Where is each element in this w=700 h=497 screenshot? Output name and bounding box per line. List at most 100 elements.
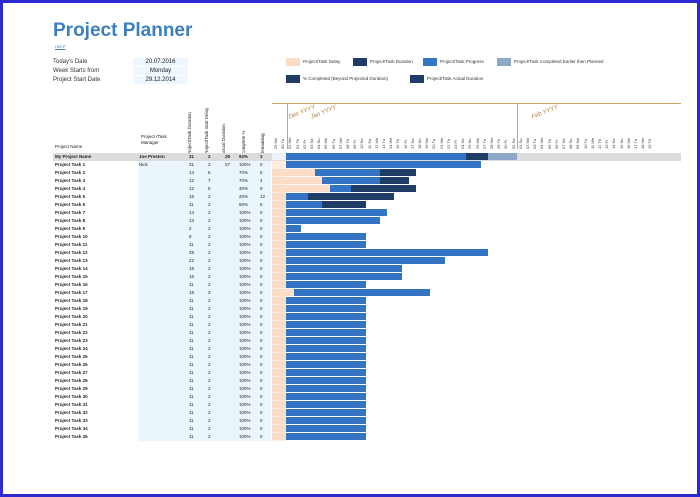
table-row[interactable]: Project Task 31 11 2 100% 0	[53, 401, 681, 409]
progress-bar	[286, 209, 388, 216]
task-name: Project Task 6	[55, 202, 86, 207]
task-delay: 2	[208, 362, 211, 367]
project-start-value[interactable]: 29.12.2014	[133, 76, 188, 84]
table-row[interactable]: Project Task 35 11 2 100% 0	[53, 433, 681, 441]
col-remaining: Remaining	[260, 133, 265, 155]
delay-bar	[272, 225, 287, 232]
task-delay: 2	[208, 258, 211, 263]
table-row[interactable]: Project Task 1 Nick 31 2 27 100% 0	[53, 161, 681, 169]
table-row[interactable]: Project Task 3 12 7 70% 4	[53, 177, 681, 185]
task-name: Project Task 7	[55, 210, 86, 215]
table-row[interactable]: Project Task 6 11 2 50% 6	[53, 201, 681, 209]
manager-cell	[139, 289, 271, 297]
task-duration: 11	[189, 346, 194, 351]
manager-cell	[139, 329, 271, 337]
task-delay: 2	[208, 266, 211, 271]
table-row[interactable]: Project Task 32 11 2 100% 0	[53, 409, 681, 417]
manager-cell	[139, 177, 271, 185]
task-remaining: 0	[260, 346, 263, 351]
table-row[interactable]: Project Task 29 11 2 100% 0	[53, 385, 681, 393]
table-row[interactable]: Project Task 14 19 2 100% 0	[53, 265, 681, 273]
day-label: 10 Tu	[582, 138, 588, 149]
table-row[interactable]: Project Task 15 16 2 100% 0	[53, 273, 681, 281]
task-remaining: 9	[260, 186, 263, 191]
table-row[interactable]: Project Task 21 11 2 100% 0	[53, 321, 681, 329]
task-name: Project Task 19	[55, 306, 88, 311]
day-label: 19 Mo	[424, 137, 430, 149]
help-link[interactable]: HELP	[55, 44, 66, 49]
task-remaining: 0	[260, 162, 263, 167]
progress-bar	[286, 305, 366, 312]
table-row[interactable]: Project Task 7 14 2 100% 0	[53, 209, 681, 217]
manager-cell	[139, 185, 271, 193]
task-complete: 100%	[239, 234, 251, 239]
task-remaining: 0	[260, 242, 263, 247]
manager-cell	[139, 321, 271, 329]
table-row[interactable]: Project Task 27 11 2 100% 0	[53, 369, 681, 377]
day-label: 05 Mo	[323, 137, 329, 149]
task-remaining: 0	[260, 234, 263, 239]
day-label: 11 We	[589, 137, 595, 149]
day-label: 12 Mo	[373, 137, 379, 149]
task-complete: 100%	[239, 378, 251, 383]
table-row[interactable]: Project Task 34 11 2 100% 0	[53, 425, 681, 433]
table-row[interactable]: Project Task 18 11 2 100% 0	[53, 297, 681, 305]
delay-bar	[272, 177, 323, 184]
task-complete: 100%	[239, 250, 251, 255]
task-name: Project Task 8	[55, 218, 86, 223]
table-row[interactable]: Project Task 20 11 2 100% 0	[53, 313, 681, 321]
task-duration: 13	[189, 218, 195, 223]
task-complete: 100%	[239, 394, 251, 399]
task-duration: 11	[189, 386, 194, 391]
day-label: 15 Th	[395, 138, 401, 149]
manager-cell	[139, 225, 271, 233]
col-complete: Complete %	[241, 130, 246, 155]
manager-cell	[139, 433, 271, 441]
table-row[interactable]: Project Task 10 8 2 100% 0	[53, 233, 681, 241]
progress-bar	[286, 241, 366, 248]
day-label: 05 Th	[546, 138, 552, 149]
task-name: My Project Name	[55, 154, 92, 159]
table-row[interactable]: Project Task 13 22 2 100% 0	[53, 257, 681, 265]
table-row[interactable]: Project Task 17 19 3 100% 0	[53, 289, 681, 297]
table-row[interactable]: Project Task 33 11 2 100% 0	[53, 417, 681, 425]
table-row[interactable]: Project Task 4 12 8 30% 9	[53, 185, 681, 193]
table-row[interactable]: Project Task 22 11 2 100% 0	[53, 329, 681, 337]
manager-cell	[139, 193, 271, 201]
task-remaining: 0	[260, 322, 263, 327]
task-complete: 100%	[239, 290, 251, 295]
progress-bar	[286, 193, 308, 200]
week-start-value[interactable]: Monday	[133, 67, 188, 75]
task-duration: 11	[189, 434, 194, 439]
table-row[interactable]: Project Task 8 13 2 100% 0	[53, 217, 681, 225]
table-row[interactable]: Project Task 16 11 2 100% 0	[53, 281, 681, 289]
delay-bar	[272, 249, 287, 256]
table-row[interactable]: Project Task 9 2 2 100% 0	[53, 225, 681, 233]
task-remaining: 0	[260, 362, 263, 367]
manager-cell	[139, 425, 271, 433]
table-row[interactable]: Project Task 30 11 2 100% 0	[53, 393, 681, 401]
task-name: Project Task 3	[55, 178, 86, 183]
todays-date-value[interactable]: 20.07.2016	[133, 58, 188, 66]
table-row[interactable]: Project Task 5 15 2 20% 12	[53, 193, 681, 201]
task-remaining: 0	[260, 290, 263, 295]
table-row[interactable]: Project Task 19 11 2 100% 0	[53, 305, 681, 313]
table-row[interactable]: Project Task 12 28 2 100% 0	[53, 249, 681, 257]
day-label: 01 Th	[294, 138, 300, 149]
table-row[interactable]: Project Task 23 11 2 100% 0	[53, 337, 681, 345]
task-name: Project Task 27	[55, 370, 88, 375]
delay-bar	[272, 169, 316, 176]
table-row[interactable]: Project Task 25 11 2 100% 0	[53, 353, 681, 361]
delay-bar	[272, 329, 287, 336]
task-duration: 22	[189, 258, 195, 263]
table-row[interactable]: Project Task 2 14 6 70% 5	[53, 169, 681, 177]
legend-swatch	[410, 75, 424, 83]
table-row[interactable]: Project Task 26 11 2 100% 0	[53, 361, 681, 369]
table-row[interactable]: Project Task 24 11 2 100% 0	[53, 345, 681, 353]
manager-cell	[139, 201, 271, 209]
table-row[interactable]: Project Task 11 11 2 100% 0	[53, 241, 681, 249]
task-remaining: 0	[260, 210, 263, 215]
table-row[interactable]: Project Task 28 11 2 100% 0	[53, 377, 681, 385]
day-label: 31 We	[287, 137, 293, 150]
task-delay: 2	[208, 234, 211, 239]
